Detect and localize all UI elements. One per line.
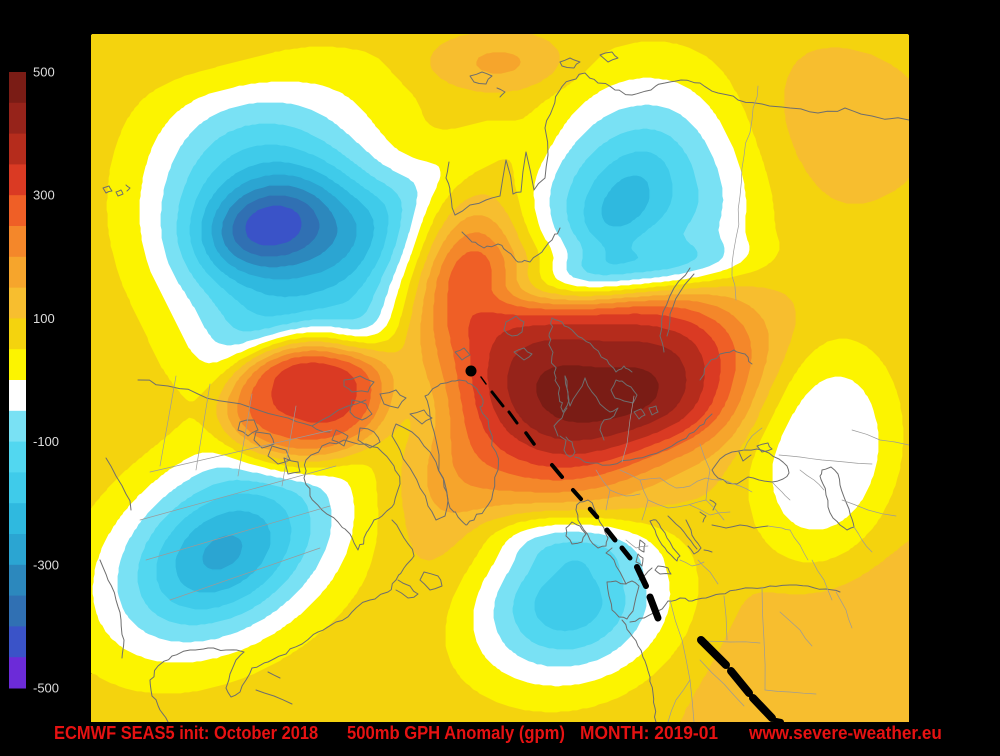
svg-text:500: 500 [33,65,55,80]
svg-text:-100: -100 [33,434,59,449]
svg-text:-300: -300 [33,557,59,572]
svg-text:100: 100 [33,311,55,326]
svg-text:-500: -500 [33,681,59,696]
svg-text:300: 300 [33,188,55,203]
